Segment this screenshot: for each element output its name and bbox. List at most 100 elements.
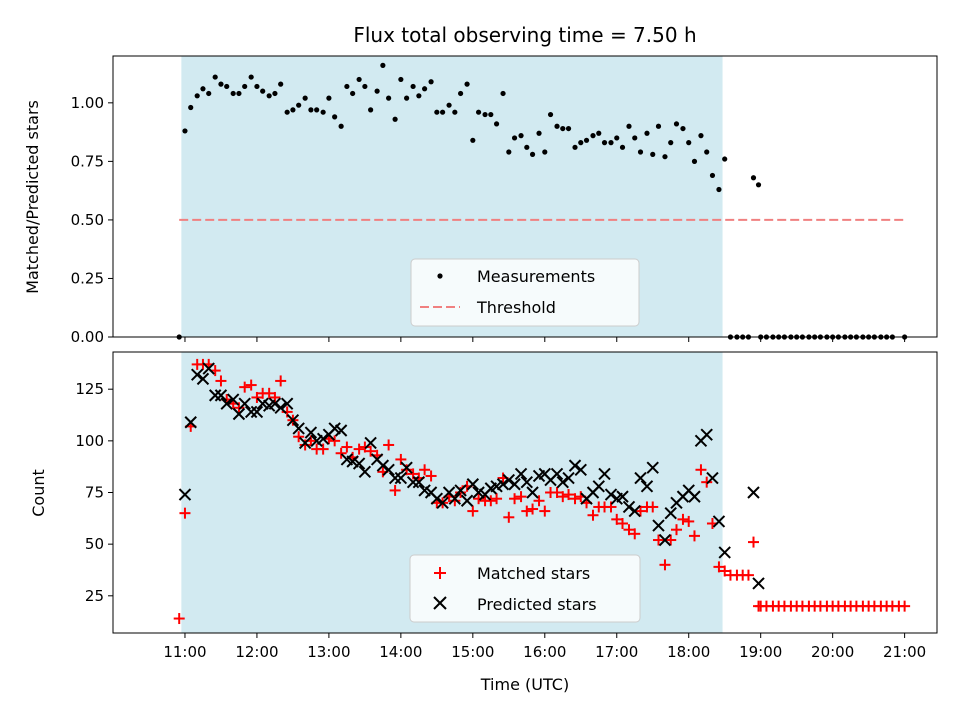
predicted-star-point [568, 459, 582, 472]
measurement-point [188, 104, 194, 111]
measurement-point [278, 81, 284, 87]
matched-star-point [623, 524, 635, 536]
matched-star-point [665, 534, 677, 546]
measurement-point [284, 109, 290, 115]
matched-star-point [509, 493, 521, 505]
legend-label-threshold: Threshold [476, 298, 556, 317]
measurement-point [632, 135, 638, 141]
measurement-point [434, 109, 440, 115]
predicted-star-point [496, 478, 510, 491]
predicted-star-point [520, 475, 534, 489]
top-y-tick-label: 1.00 [71, 94, 104, 112]
measurement-point [224, 83, 230, 90]
measurement-point [230, 90, 236, 97]
predicted-star-point [232, 407, 246, 421]
measurement-point [338, 123, 344, 129]
predicted-star-point [430, 492, 444, 505]
bottom-plot-frame [112, 351, 938, 634]
measurement-point [428, 79, 434, 85]
matched-star-point [652, 534, 664, 546]
predicted-star-point [747, 486, 760, 499]
measurement-point [266, 93, 272, 99]
x-tick-label: 14:00 [379, 643, 422, 661]
predicted-star-point [238, 397, 251, 410]
measurement-point [542, 149, 548, 155]
predicted-star-point [688, 490, 701, 503]
top-legend: Measurements Threshold [410, 258, 640, 327]
measurement-point [506, 149, 512, 155]
measurement-point [218, 81, 224, 87]
matched-star-point [563, 489, 575, 501]
measurement-point [596, 130, 602, 136]
matched-star-point [419, 464, 431, 476]
measurement-point [475, 109, 482, 115]
predicted-star-point [190, 368, 204, 381]
measurement-point [374, 88, 380, 94]
matched-star-point [899, 600, 911, 612]
matched-star-point [719, 565, 731, 577]
matched-star-point [215, 375, 227, 387]
predicted-star-point [658, 533, 672, 547]
predicted-star-point [460, 494, 474, 507]
measurement-point [302, 95, 308, 101]
x-tick-label: 13:00 [307, 643, 350, 661]
measurement-point [590, 133, 596, 139]
predicted-star-point [502, 473, 516, 487]
matched-star-point [359, 441, 371, 453]
legend-marker-matched-stars [434, 567, 446, 579]
measurement-point [547, 111, 554, 118]
predicted-star-point [274, 401, 287, 414]
bottom-legend: Matched stars Predicted stars [409, 554, 641, 623]
measurement-point [716, 186, 722, 193]
matched-star-point [341, 441, 353, 453]
matched-star-point [539, 505, 551, 517]
measurement-point [614, 135, 620, 141]
measurement-point [308, 107, 314, 113]
predicted-star-point [634, 471, 647, 485]
measurement-point [464, 81, 470, 87]
bottom-y-tick-label: 50 [85, 535, 104, 553]
legend-marker-measurements [437, 273, 443, 279]
matched-star-point [611, 513, 623, 525]
measurement-point [518, 133, 524, 139]
measurements-series [176, 62, 908, 340]
matched-star-point [551, 487, 563, 498]
matched-star-point [317, 443, 329, 455]
matched-star-point [491, 493, 503, 505]
legend-label-predicted-stars: Predicted stars [477, 595, 597, 614]
matched-star-point [647, 501, 659, 513]
measurement-point [722, 156, 728, 162]
measurement-point [254, 83, 260, 90]
measurement-point [619, 144, 626, 150]
measurement-point [457, 90, 464, 97]
legend-label-matched-stars: Matched stars [477, 564, 590, 583]
predicted-star-point [364, 436, 377, 450]
measurement-point [416, 93, 422, 99]
predicted-star-point [388, 471, 402, 485]
predicted-star-point [334, 424, 348, 437]
top-x-axis-ticks [184, 337, 906, 342]
predicted-star-point [196, 372, 210, 386]
measurement-point [344, 83, 350, 90]
measurement-point [709, 172, 716, 179]
matched-star-point [569, 493, 581, 505]
matched-star-point [329, 435, 341, 447]
predicted-star-point [628, 504, 641, 518]
predicted-star-point [352, 457, 366, 470]
matched-star-point [701, 476, 713, 488]
predicted-star-point [706, 471, 719, 485]
matched-star-point [629, 528, 641, 540]
measurement-point [248, 74, 254, 80]
measurement-point [440, 109, 446, 115]
predicted-star-point [304, 426, 318, 439]
predicted-star-point [574, 463, 587, 476]
predicted-star-point [466, 478, 480, 491]
predicted-star-point [664, 506, 677, 520]
bottom-y-tick-label: 100 [75, 432, 104, 450]
predicted-star-point [400, 461, 413, 474]
bottom-y-axis: 25 50 75 100 125 [75, 380, 113, 605]
measurement-point [668, 140, 674, 146]
matched-star-point [239, 381, 251, 393]
matched-star-point [670, 524, 682, 536]
